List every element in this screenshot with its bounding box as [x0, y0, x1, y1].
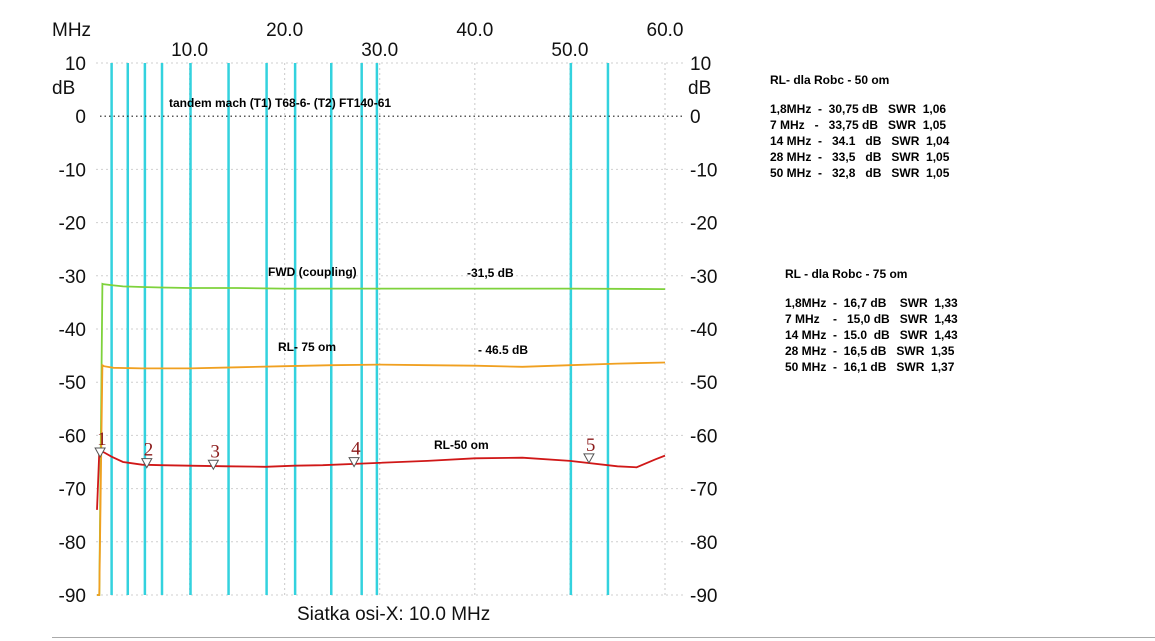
bottom-divider — [52, 637, 1155, 638]
x-tick-label-top: 60.0 — [647, 20, 684, 41]
y-unit-right: dB — [688, 78, 711, 99]
y-axis-right: 10 0 -10 -20 -30 -40 -50 -60 -70 -80 -90 — [690, 54, 717, 607]
rl-75-panel: RL - dla Robc - 75 om 1,8MHz - 16,7 dB S… — [785, 266, 958, 375]
marker-triangle — [348, 457, 360, 468]
rl-50-row: 7 MHz - 33,75 dB SWR 1,05 — [770, 118, 947, 132]
y-tick-label-right: -20 — [690, 214, 717, 235]
y-tick-label-left: -10 — [59, 160, 86, 181]
y-tick-label-right: -30 — [690, 267, 717, 288]
x-tick-label-top: 40.0 — [456, 20, 493, 41]
band-lines — [110, 63, 610, 595]
y-axis-left: 10 0 -10 -20 -30 -40 -50 -60 -70 -80 -90 — [59, 54, 86, 607]
series-line-3 — [96, 450, 666, 510]
y-tick-label-left: -90 — [59, 586, 86, 607]
annotation-top: tandem mach (T1) T68-6- (T2) FT140-61 — [169, 96, 391, 110]
x-tick-label-mid: 30.0 — [361, 40, 398, 61]
rl-50-title: RL- dla Robc - 50 om — [770, 73, 890, 87]
series-value-label: -31,5 dB — [467, 266, 514, 280]
y-tick-label-right: -50 — [690, 373, 717, 394]
rl-75-title: RL - dla Robc - 75 om — [785, 267, 908, 281]
rl-50-row: 1,8MHz - 30,75 dB SWR 1,06 — [770, 102, 947, 116]
marker-triangle — [583, 453, 595, 464]
y-tick-label-left: -70 — [59, 480, 86, 501]
rl-50-panel: RL- dla Robc - 50 om 1,8MHz - 30,75 dB S… — [770, 72, 949, 181]
y-tick-label-left: 10 — [65, 54, 86, 75]
series-lines — [96, 282, 666, 596]
rl-50-row: 50 MHz - 32,8 dB SWR 1,05 — [770, 166, 950, 180]
y-tick-label-right: -70 — [690, 480, 717, 501]
marker-label: 5 — [586, 435, 596, 456]
x-tick-label-mid: 50.0 — [551, 40, 588, 61]
series-value-label: - 46.5 dB — [478, 343, 528, 357]
x-tick-label-mid: 10.0 — [171, 40, 208, 61]
y-unit-left: dB — [52, 78, 75, 99]
series-label: RL-50 om — [434, 438, 489, 452]
y-tick-label-left: -40 — [59, 320, 86, 341]
series-label: FWD (coupling) — [268, 265, 357, 279]
x-axis-labels: 20.0 40.0 60.0 10.0 30.0 50.0 — [171, 20, 683, 61]
marker-triangle — [140, 458, 153, 469]
rl-75-row: 50 MHz - 16,1 dB SWR 1,37 — [785, 360, 955, 374]
markers: 1 2 3 4 5 — [94, 429, 596, 471]
y-tick-label-left: -80 — [59, 533, 86, 554]
series-label: RL- 75 om — [278, 340, 336, 354]
rl-50-row: 14 MHz - 34.1 dB SWR 1,04 — [770, 134, 950, 148]
marker-label: 4 — [351, 439, 361, 460]
plot-background — [96, 63, 683, 595]
y-tick-label-left: -50 — [59, 373, 86, 394]
y-tick-label-left: 0 — [75, 107, 86, 128]
y-tick-label-right: -60 — [690, 426, 717, 447]
chart-annotations: FWD (coupling) -31,5 dB RL- 75 om - 46.5 dB… — [268, 265, 528, 452]
x-tick-label-top: 20.0 — [266, 20, 303, 41]
y-tick-label-right: -40 — [690, 320, 717, 341]
rl-75-row: 14 MHz - 15.0 dB SWR 1,43 — [785, 328, 958, 342]
rl-50-row: 28 MHz - 33,5 dB SWR 1,05 — [770, 150, 950, 164]
y-tick-label-right: -10 — [690, 160, 717, 181]
series-line-2 — [97, 361, 666, 596]
y-tick-label-left: -60 — [59, 426, 86, 447]
y-tick-label-right: -80 — [690, 533, 717, 554]
rl-75-row: 28 MHz - 16,5 dB SWR 1,35 — [785, 344, 955, 358]
y-tick-label-left: -20 — [59, 214, 86, 235]
marker-label: 3 — [210, 441, 220, 462]
x-grid-label: Siatka osi-X: 10.0 MHz — [297, 604, 490, 625]
marker-label: 2 — [144, 440, 154, 461]
marker-triangle — [94, 447, 106, 459]
series-line-1 — [97, 282, 666, 596]
rl-75-row: 7 MHz - 15,0 dB SWR 1,43 — [785, 312, 958, 326]
y-tick-label-right: 10 — [690, 54, 711, 75]
y-tick-label-left: -30 — [59, 267, 86, 288]
marker-triangle — [207, 459, 220, 471]
rl-75-row: 1,8MHz - 16,7 dB SWR 1,33 — [785, 296, 958, 310]
y-tick-label-right: -90 — [690, 586, 717, 607]
marker-label: 1 — [97, 429, 107, 450]
x-unit-label: MHz — [52, 20, 91, 41]
y-tick-label-right: 0 — [690, 107, 701, 128]
